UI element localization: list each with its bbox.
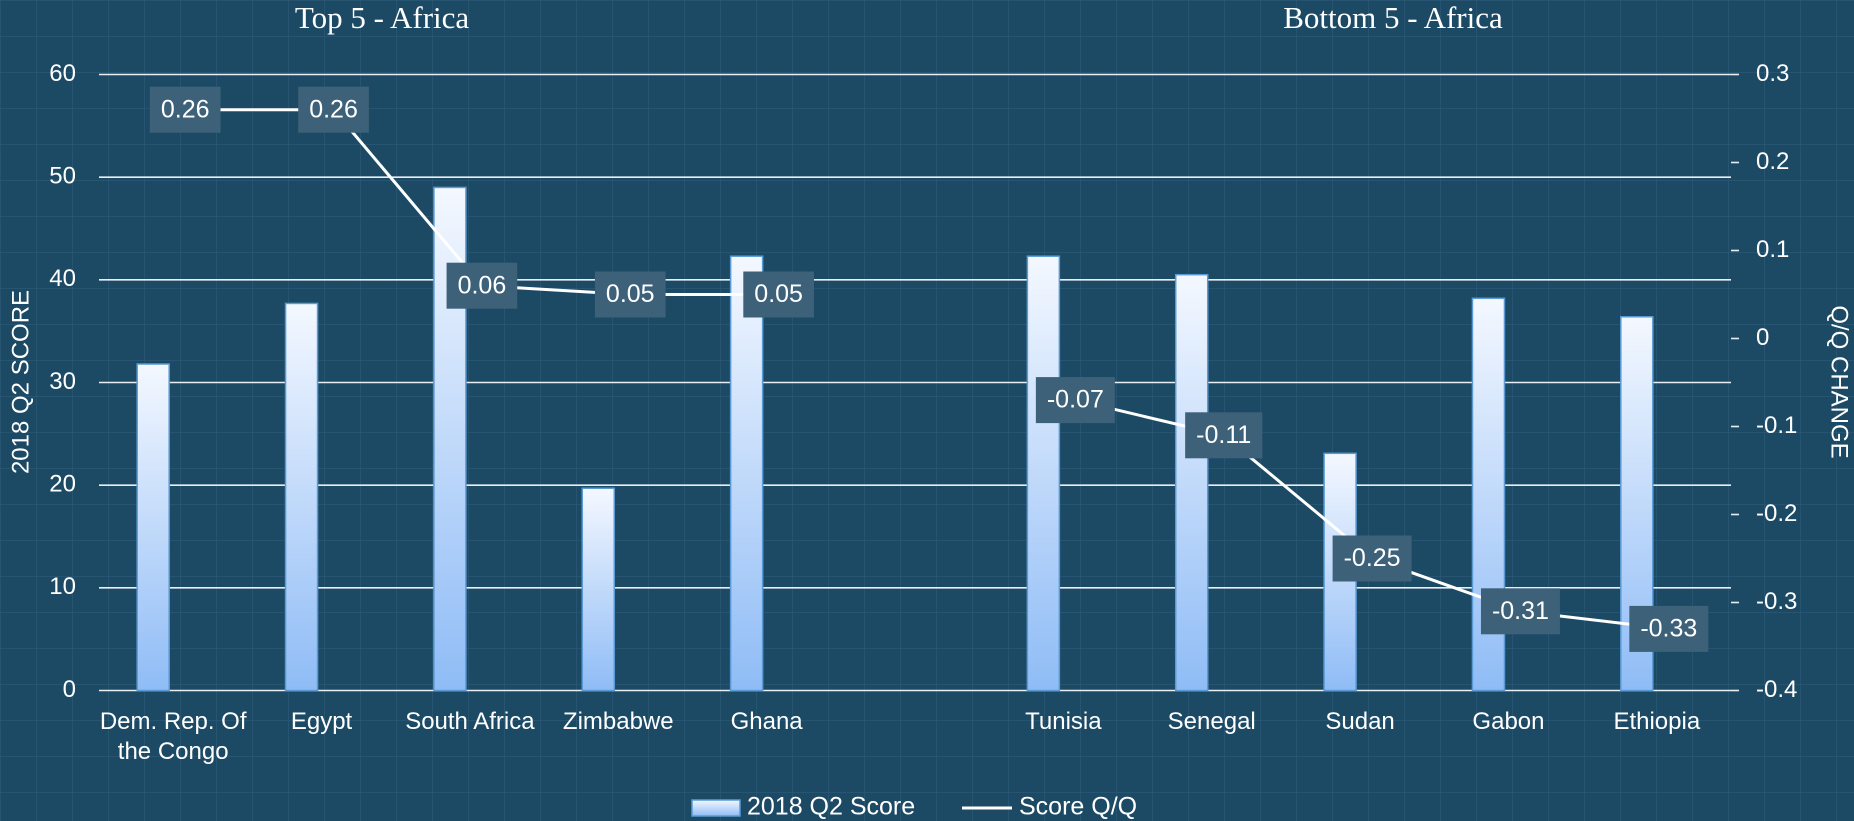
data-label: 0.05 [743, 271, 814, 318]
x-tick-label: Dem. Rep. Of the Congo [99, 708, 247, 765]
data-label-text: -0.33 [1640, 615, 1697, 643]
data-label-box [1480, 588, 1560, 635]
y-tick-label: 0 [63, 676, 76, 703]
data-label-box [1332, 535, 1412, 582]
data-label-box [1185, 412, 1263, 459]
section-title: Bottom 5 - Africa [1283, 0, 1503, 35]
bar [581, 487, 616, 692]
y-tick-label: 50 [49, 163, 76, 190]
bar [1026, 255, 1061, 692]
data-label-text: 0.26 [161, 95, 210, 123]
data-label: 0.06 [446, 262, 518, 309]
data-label: 0.26 [298, 86, 369, 133]
data-label-box [594, 271, 666, 318]
y-axis-label: 2018 Q2 SCORE [7, 290, 34, 474]
x-tick-label: Zimbabwe [562, 708, 674, 735]
y2-tick-label: -0.2 [1756, 500, 1797, 527]
bar [1174, 273, 1209, 692]
y2-tick-label: -0.3 [1756, 588, 1797, 615]
data-label-text: 0.06 [458, 271, 507, 299]
y2-tick-label: -0.1 [1756, 412, 1797, 439]
x-tick-label: Egypt [290, 708, 353, 735]
data-label-box [298, 86, 369, 133]
legend-swatch [691, 799, 741, 817]
bar [284, 302, 319, 692]
data-label-box [1035, 377, 1115, 424]
y-tick-label: 30 [49, 368, 76, 395]
y2-tick-label: 0.2 [1756, 148, 1789, 175]
x-tick-label: Ghana [730, 708, 803, 735]
y2-axis-label: Q/Q CHANGE [1826, 305, 1853, 458]
section-title: Top 5 - Africa [295, 0, 470, 35]
legend: 2018 Q2 Score Score Q/Q [691, 793, 1137, 821]
y-tick-label: 10 [49, 573, 76, 600]
data-label: -0.31 [1480, 588, 1560, 635]
data-label: 0.05 [594, 271, 666, 318]
x-tick-label: Gabon [1472, 708, 1545, 735]
y2-tick-label: -0.4 [1756, 676, 1797, 703]
y-tick-label: 40 [49, 265, 76, 292]
data-label: -0.07 [1035, 377, 1115, 424]
bar [729, 255, 764, 692]
y2-tick-label: 0.1 [1756, 236, 1789, 263]
data-label-text: -0.25 [1344, 544, 1401, 572]
data-label: -0.33 [1629, 605, 1709, 652]
data-label-text: -0.31 [1492, 597, 1549, 625]
data-label-box [446, 262, 518, 309]
data-label: -0.25 [1332, 535, 1412, 582]
x-tick-label: South Africa [405, 708, 535, 735]
data-label-text: -0.11 [1196, 421, 1251, 449]
data-label-text: 0.05 [754, 280, 803, 308]
x-tick-label: Senegal [1167, 708, 1256, 735]
data-label: 0.26 [149, 86, 221, 133]
data-label-box [149, 86, 221, 133]
data-label: -0.11 [1185, 412, 1263, 459]
y-tick-label: 60 [49, 60, 76, 87]
x-tick-label: Sudan [1325, 708, 1395, 735]
y2-tick-label: 0 [1756, 324, 1769, 351]
data-label-box [1629, 605, 1709, 652]
data-label-box [743, 271, 814, 318]
x-tick-label: Ethiopia [1613, 708, 1701, 735]
data-label-text: 0.05 [606, 280, 655, 308]
bar [136, 363, 170, 692]
legend-label: 2018 Q2 Score [747, 793, 915, 821]
y-tick-label: 20 [49, 471, 76, 498]
y2-tick-label: 0.3 [1756, 60, 1789, 87]
x-tick-label: Tunisia [1025, 708, 1102, 735]
data-label-text: -0.07 [1047, 386, 1104, 414]
legend-label: Score Q/Q [1019, 793, 1137, 821]
data-label-text: 0.26 [309, 95, 358, 123]
